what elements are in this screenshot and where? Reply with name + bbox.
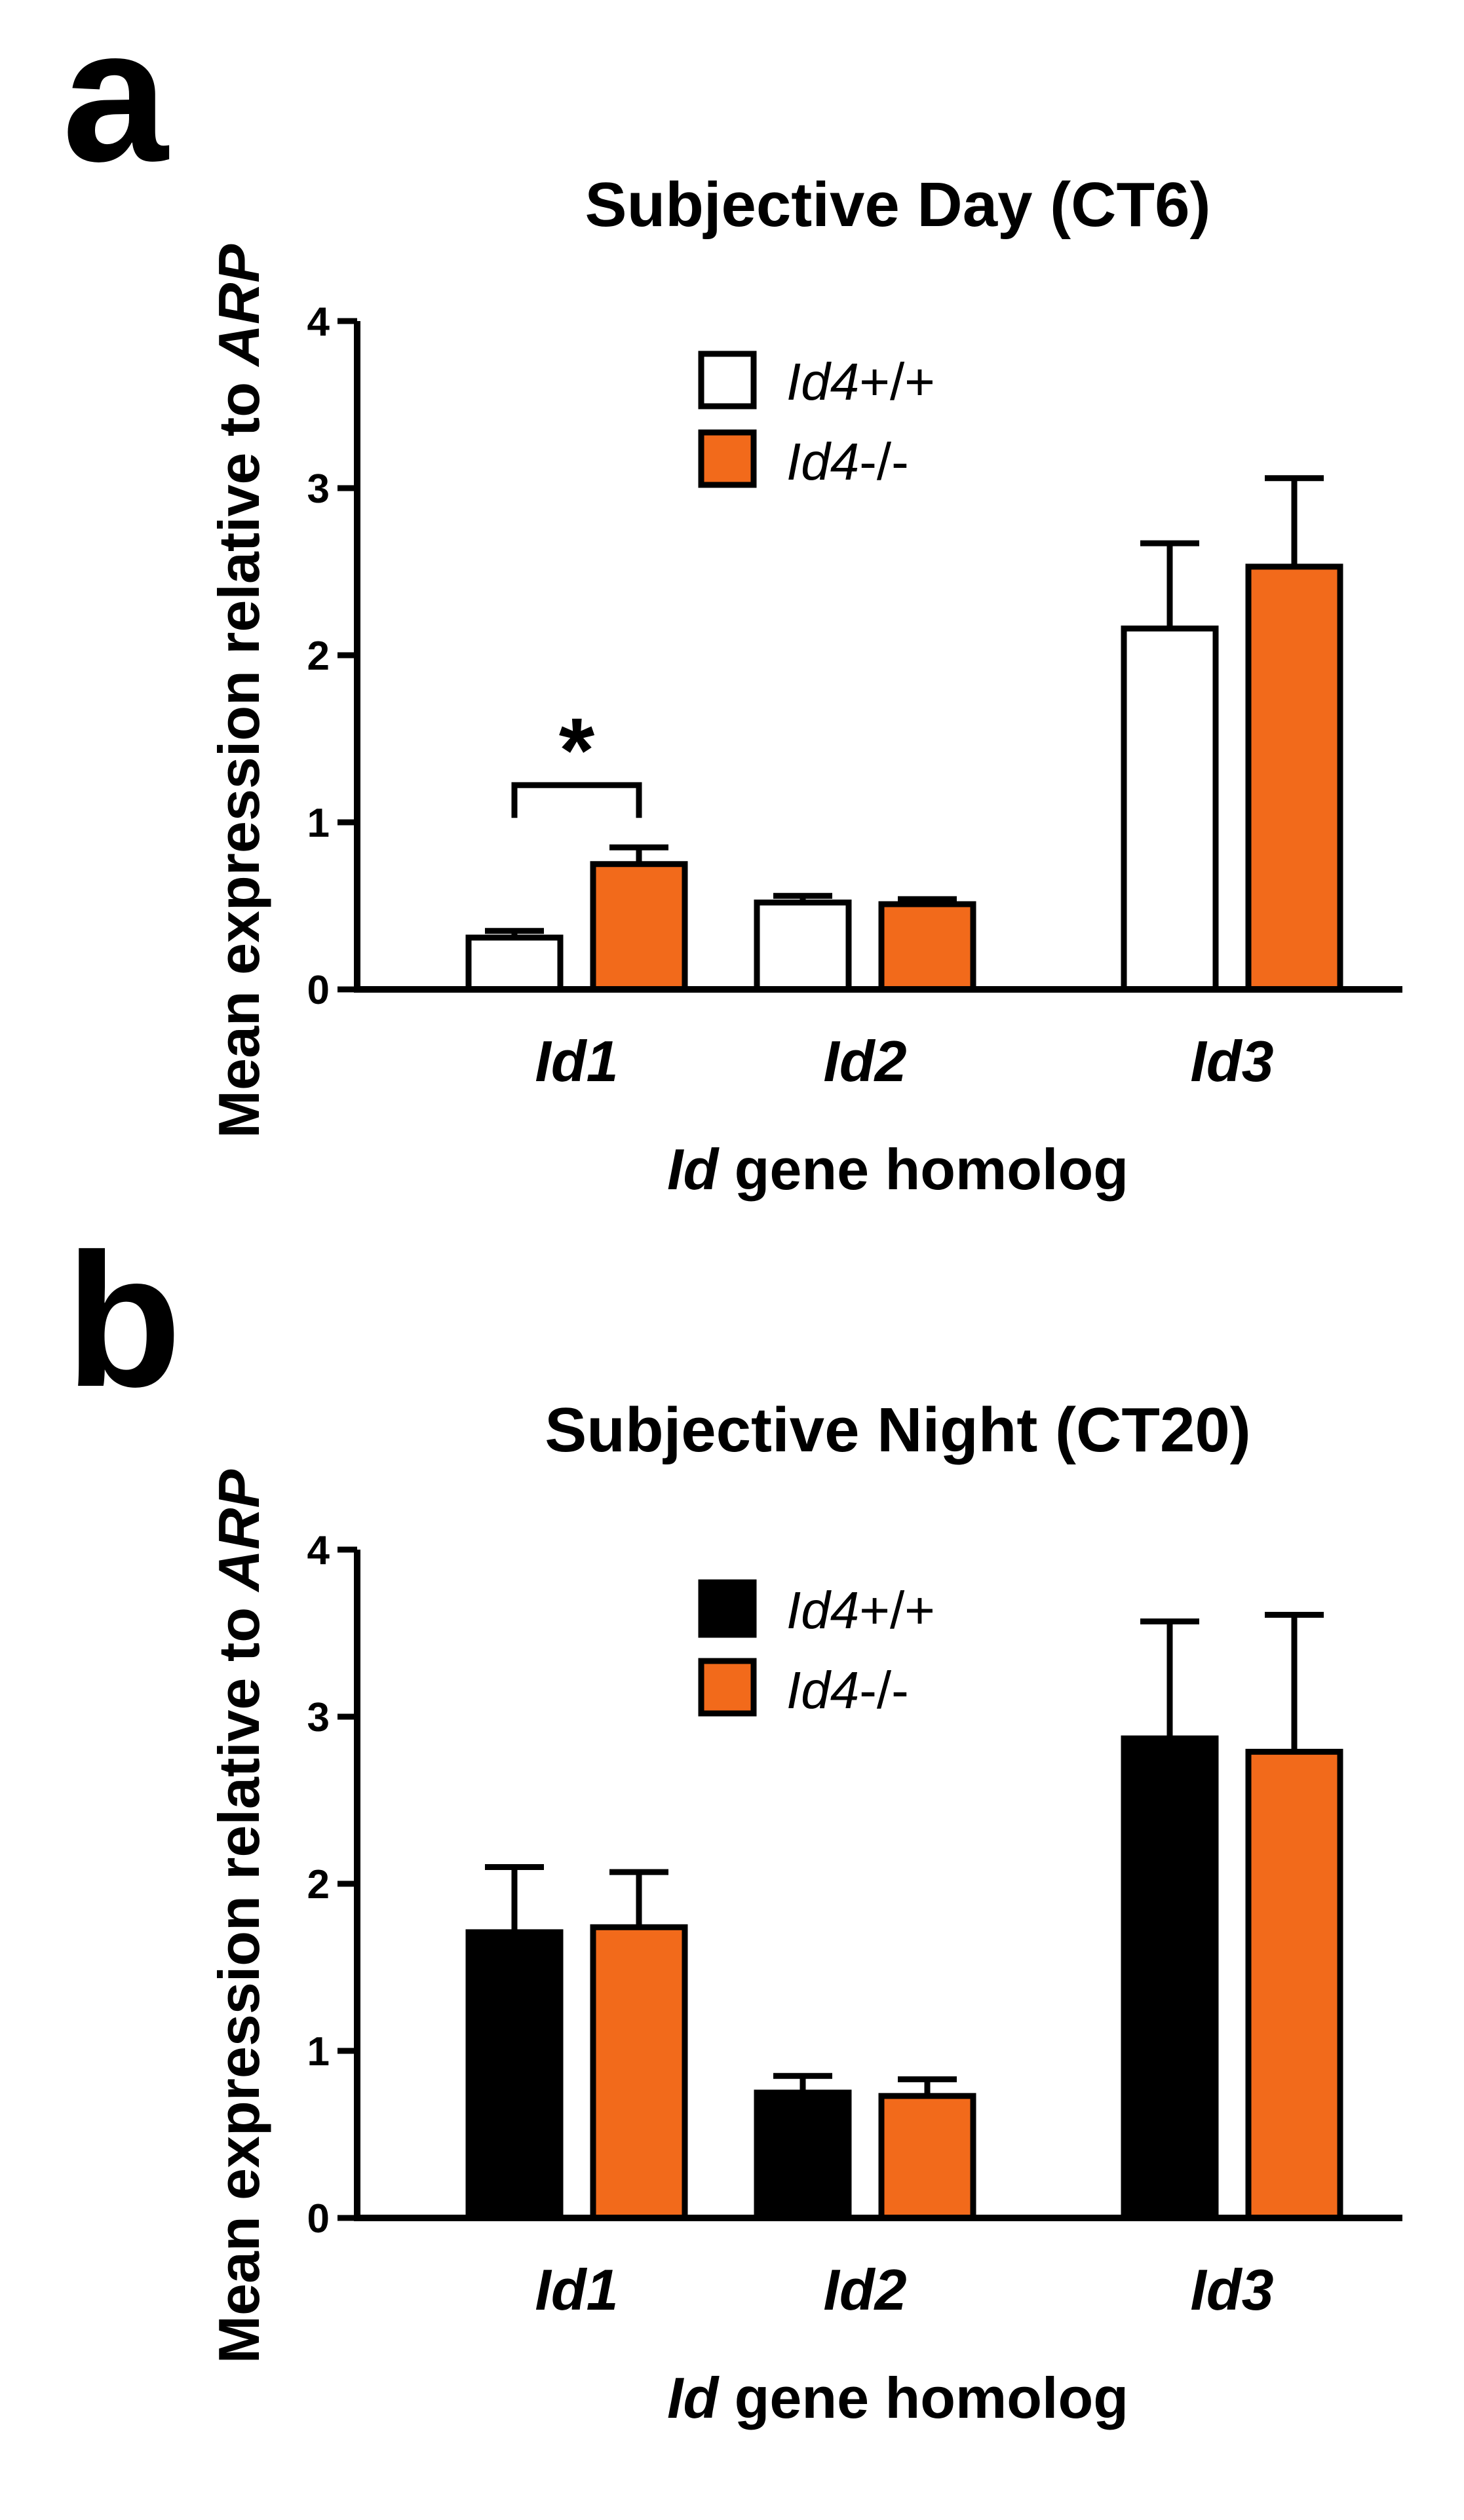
legend-label-knockout: Id4-/- [786, 432, 909, 491]
y-tick-label-3: 3 [307, 1695, 330, 1740]
bar-id2-series-0 [754, 899, 852, 993]
chart-title: Subjective Day (CT6) [585, 170, 1211, 240]
x-axis-title: Id gene homolog [667, 1137, 1128, 1202]
x-axis-title: Id gene homolog [667, 2365, 1128, 2430]
legend-swatch-knockout [698, 429, 757, 488]
y-axis-title: Mean expression relative to ARP [206, 1469, 271, 2363]
x-tick-label-id2: Id2 [823, 2257, 906, 2322]
bar-id3-series-0 [1121, 1735, 1219, 2221]
legend-swatch-wildtype [698, 351, 757, 410]
panel-b-chart: Subjective Night (CT20) Mean expression … [206, 1395, 1402, 2430]
bar-id3-series-0 [1121, 625, 1219, 993]
bar-id1-series-0 [465, 1929, 564, 2221]
bar-id1-series-1 [590, 1924, 688, 2221]
x-tick-label-id1: Id1 [535, 2257, 618, 2322]
x-tick-label-id1: Id1 [535, 1029, 618, 1094]
legend: Id4+/+ Id4-/- [698, 1579, 935, 1719]
bar-id1-series-1 [590, 861, 688, 993]
x-tick-label-id3: Id3 [1190, 1029, 1273, 1094]
bar-id3-series-1 [1245, 563, 1343, 993]
y-tick-label-1: 1 [307, 801, 330, 846]
panel-b-letter: b [66, 1214, 182, 1426]
bar-id2-series-1 [878, 901, 976, 993]
y-tick-label-3: 3 [307, 467, 330, 512]
legend: Id4+/+ Id4-/- [698, 351, 935, 491]
significance-bracket [511, 782, 642, 818]
bar-id3-series-1 [1245, 1749, 1343, 2221]
y-tick-label-2: 2 [307, 1862, 330, 1907]
legend-swatch-wildtype [698, 1579, 757, 1638]
panel-a-letter: a [62, 0, 169, 201]
bar-id2-series-0 [754, 2090, 852, 2221]
y-tick-label-1: 1 [307, 2029, 330, 2074]
x-tick-label-id2: Id2 [823, 1029, 906, 1094]
y-tick-label-0: 0 [307, 968, 330, 1013]
legend-label-knockout: Id4-/- [786, 1661, 909, 1719]
y-tick-label-2: 2 [307, 634, 330, 679]
chart-title: Subjective Night (CT20) [545, 1395, 1250, 1465]
y-axis-title: Mean expression relative to ARP [206, 244, 271, 1138]
y-tick-label-4: 4 [307, 299, 330, 345]
bar-id2-series-1 [878, 2093, 976, 2221]
x-tick-label-id3: Id3 [1190, 2257, 1273, 2322]
significance-star: * [559, 698, 595, 801]
y-tick-label-4: 4 [307, 1528, 330, 1573]
panel-a-chart: Subjective Day (CT6) Mean expression rel… [206, 170, 1402, 1202]
y-tick-label-0: 0 [307, 2196, 330, 2242]
legend-label-wildtype: Id4+/+ [786, 353, 935, 411]
bar-id1-series-0 [465, 934, 564, 993]
legend-swatch-knockout [698, 1658, 757, 1717]
legend-label-wildtype: Id4+/+ [786, 1581, 935, 1639]
